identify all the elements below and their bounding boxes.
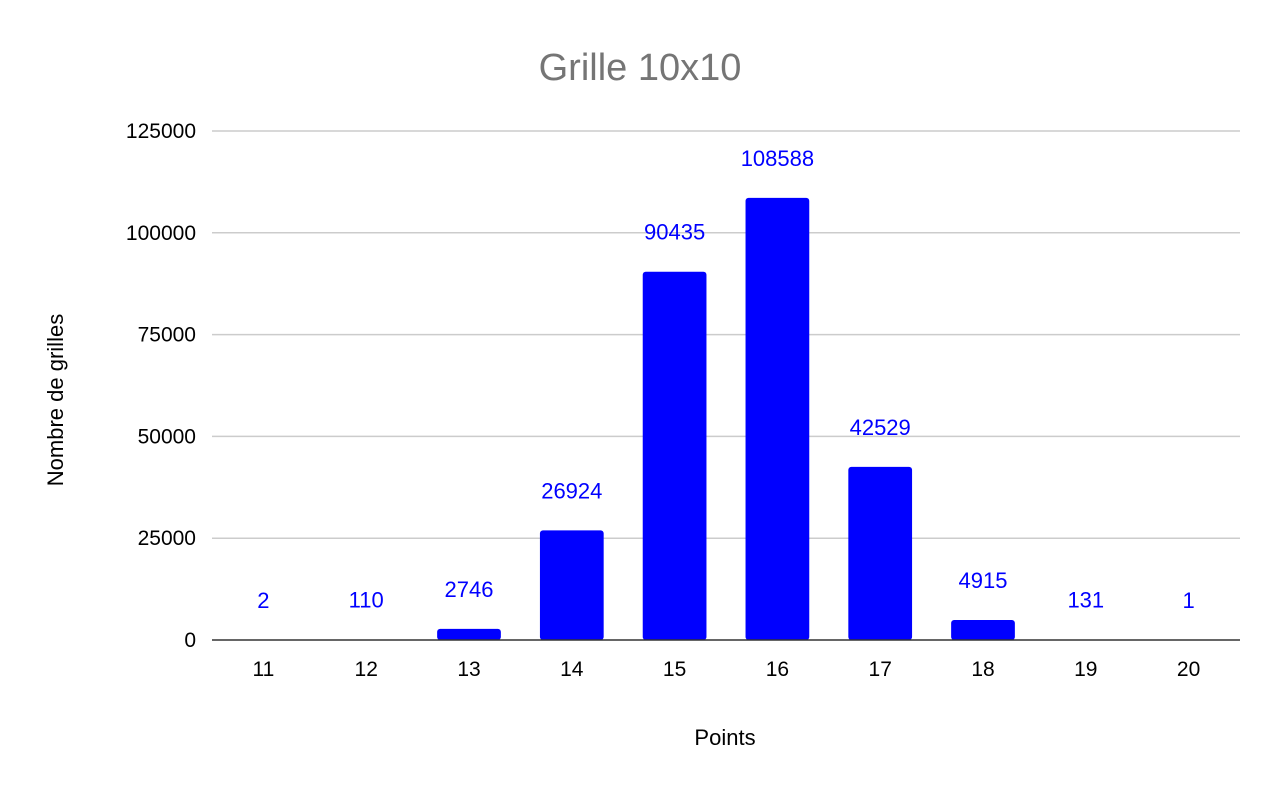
data-label: 2 [257,588,269,613]
x-tick-label: 18 [971,658,994,681]
x-tick-label: 20 [1177,658,1200,681]
bar [642,271,707,640]
y-tick-label: 50000 [138,425,196,448]
y-axis-title: Nombre de grilles [43,314,68,486]
y-tick-label: 125000 [126,120,196,143]
x-tick-label: 11 [252,658,274,681]
data-label: 131 [1067,587,1104,612]
bars [231,197,1221,641]
x-axis-ticks: 11 12 13 14 15 16 17 18 19 20 [252,658,1200,681]
data-labels: 2 110 2746 26924 90435 108588 42529 4915 131 1 [257,146,1194,613]
x-tick-label: 17 [869,658,892,681]
data-label: 108588 [741,146,814,171]
data-label: 4915 [959,568,1008,593]
bar [539,530,604,640]
y-tick-label: 0 [184,629,196,652]
data-label: 26924 [541,478,602,503]
x-axis-title: Points [694,725,755,750]
gridlines [212,130,1240,539]
x-tick-label: 19 [1074,658,1097,681]
data-label: 42529 [850,415,911,440]
x-tick-label: 12 [355,658,378,681]
data-label: 1 [1182,588,1194,613]
y-tick-label: 100000 [126,222,196,245]
y-tick-label: 25000 [138,527,196,550]
data-label: 2746 [445,577,494,602]
x-tick-label: 13 [457,658,480,681]
x-tick-label: 16 [766,658,789,681]
chart-title: Grille 10x10 [539,47,742,89]
bar [745,197,810,641]
bar [951,619,1015,640]
data-label: 90435 [644,220,705,245]
x-tick-label: 14 [560,658,584,681]
y-tick-label: 75000 [138,324,196,347]
bar [848,466,913,640]
bar [437,628,501,640]
data-label: 110 [349,588,384,613]
y-axis-ticks: 0 25000 50000 75000 100000 125000 [126,120,196,652]
x-tick-label: 15 [663,658,686,681]
